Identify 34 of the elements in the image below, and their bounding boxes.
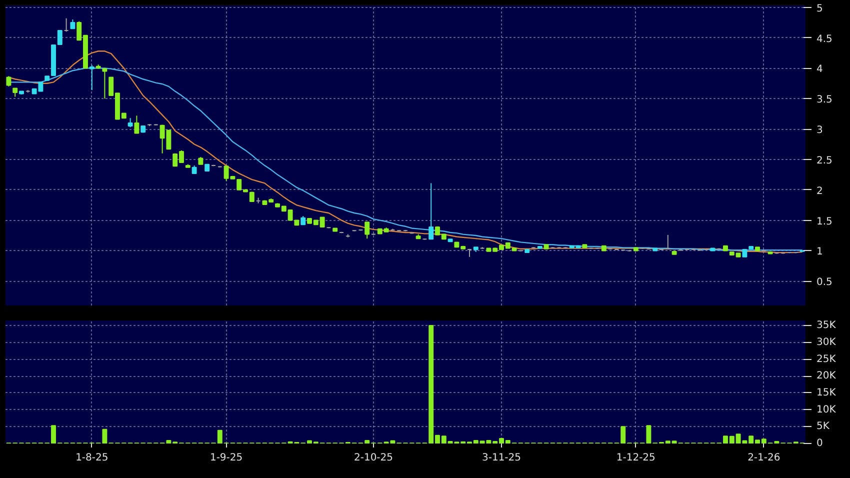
y-tick-label: 10K xyxy=(816,404,836,416)
candlestick xyxy=(364,222,370,240)
y-tick-label: 3.5 xyxy=(816,94,832,106)
y-tick-label: 0.5 xyxy=(816,277,832,288)
y-tick-label: 5 xyxy=(816,3,823,14)
candlestick xyxy=(70,18,76,30)
candlestick xyxy=(102,68,108,100)
x-tick-label: 2-10-25 xyxy=(354,452,394,464)
candlestick xyxy=(57,30,62,45)
y-tick-label: 20K xyxy=(816,370,836,382)
y-tick-label: 1 xyxy=(816,246,823,258)
candlestick xyxy=(89,64,94,91)
y-tick-label: 0 xyxy=(816,438,823,449)
y-tick-label: 5K xyxy=(816,421,830,432)
y-tick-label: 1.5 xyxy=(816,216,832,228)
y-tick-label: 4 xyxy=(816,64,823,76)
y-tick-label: 4.5 xyxy=(816,34,832,45)
x-tick-label: 1-8-25 xyxy=(76,452,108,464)
y-tick-label: 25K xyxy=(816,354,836,365)
y-tick-label: 3 xyxy=(816,125,823,136)
y-tick-label: 2 xyxy=(816,186,823,197)
candlestick xyxy=(6,76,12,87)
x-tick-label: 2-1-26 xyxy=(748,452,780,464)
y-tick-label: 2.5 xyxy=(816,155,832,166)
y-tick-label: 15K xyxy=(816,387,836,398)
x-tick-label: 3-11-25 xyxy=(482,452,522,464)
candlestick xyxy=(428,182,434,240)
candlestick xyxy=(128,118,133,128)
candlestick xyxy=(249,191,254,202)
candlestick xyxy=(134,115,140,134)
y-tick-label: 35K xyxy=(816,320,836,332)
y-tick-label: 30K xyxy=(816,336,836,348)
x-tick-label: 1-12-25 xyxy=(616,452,656,464)
x-tick-label: 1-9-25 xyxy=(210,452,243,464)
